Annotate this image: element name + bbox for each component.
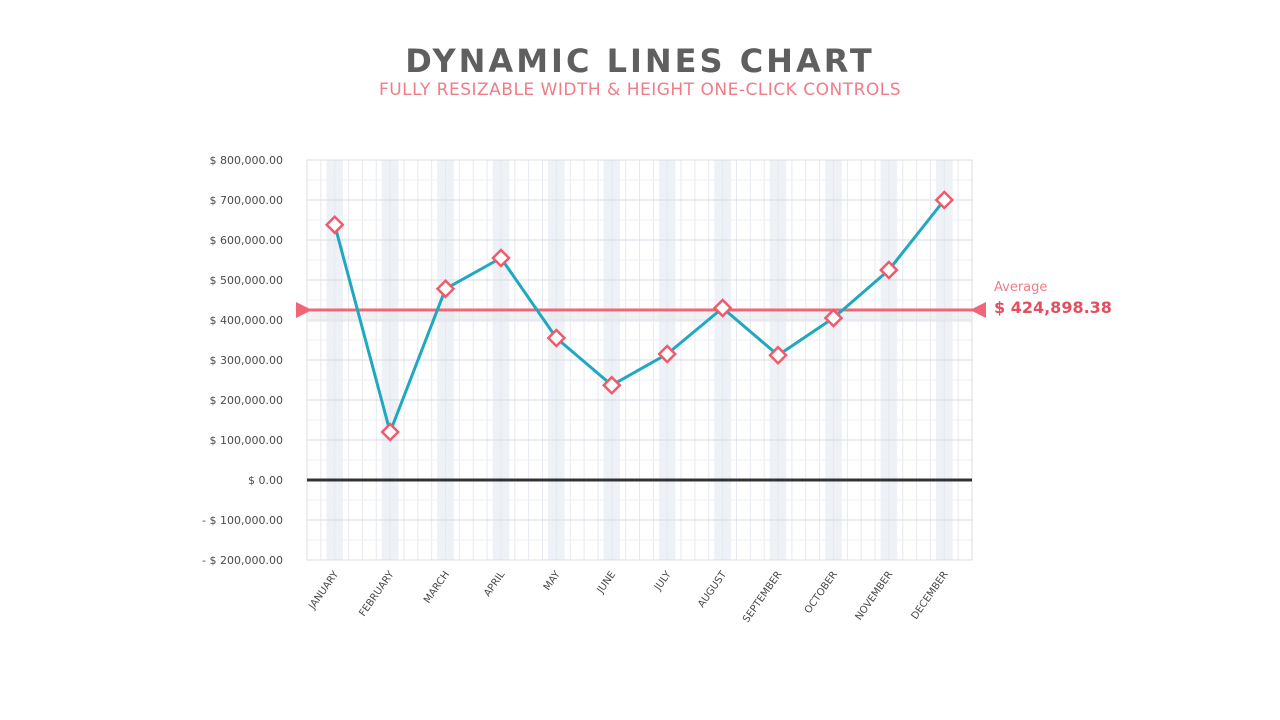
x-tick-label: FEBRUARY [357, 569, 397, 619]
y-tick-label: $ 100,000.00 [210, 434, 283, 447]
x-tick-label: AUGUST [696, 569, 729, 610]
average-band [307, 312, 972, 323]
data-point-marker [879, 260, 899, 280]
x-tick-label: JUNE [595, 569, 618, 596]
y-tick-label: $ 600,000.00 [210, 234, 283, 247]
data-point-marker [546, 328, 567, 348]
chart-title: DYNAMIC LINES CHART [405, 42, 875, 80]
data-point-marker [823, 308, 844, 328]
series-line [333, 199, 946, 434]
plot-border [306, 159, 973, 561]
average-arrow-right [970, 302, 986, 319]
x-tick-label: DECEMBER [910, 569, 951, 621]
data-point-marker [435, 279, 456, 299]
data-point-marker [934, 190, 955, 210]
data-point-marker [602, 375, 622, 395]
x-tick-label: JULY [652, 569, 674, 594]
x-tick-label: OCTOBER [803, 569, 840, 615]
y-tick-label: $ 300,000.00 [210, 354, 283, 367]
y-tick-label: $ 700,000.00 [210, 194, 283, 207]
data-point-marker [491, 248, 511, 268]
data-point-marker [768, 345, 788, 365]
x-tick-label: JANUARY [307, 569, 342, 613]
y-tick-label: $ 200,000.00 [210, 394, 283, 407]
data-point-marker [380, 422, 400, 442]
y-tick-label: $ 400,000.00 [210, 314, 283, 327]
average-label: Average [994, 280, 1048, 295]
y-tick-label: $ 0.00 [248, 474, 283, 487]
average-value: $ 424,898.38 [994, 298, 1112, 317]
data-point-marker [324, 215, 345, 235]
y-tick-label: $ 800,000.00 [210, 154, 283, 167]
data-point-marker [657, 344, 677, 364]
x-tick-label: SEPTEMBER [741, 569, 784, 624]
x-tick-label: MAY [542, 569, 563, 593]
x-tick-label: APRIL [482, 569, 508, 599]
chart-subtitle: FULLY RESIZABLE WIDTH & HEIGHT ONE-CLICK… [378, 80, 902, 100]
data-point-marker [712, 298, 733, 318]
average-arrow-left [296, 302, 312, 319]
x-tick-label: NOVEMBER [854, 569, 896, 622]
x-tick-label: MARCH [422, 569, 452, 605]
y-tick-label: - $ 200,000.00 [202, 554, 283, 567]
y-tick-label: $ 500,000.00 [210, 274, 283, 287]
y-tick-label: - $ 100,000.00 [202, 514, 283, 527]
